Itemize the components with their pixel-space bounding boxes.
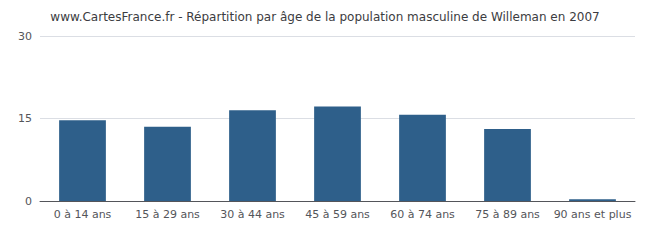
svg-text:60 à 74 ans: 60 à 74 ans [390,208,455,221]
svg-text:0: 0 [25,195,32,208]
svg-text:30 à 44 ans: 30 à 44 ans [220,208,285,221]
svg-text:75 à 89 ans: 75 à 89 ans [475,208,540,221]
svg-text:45 à 59 ans: 45 à 59 ans [305,208,370,221]
svg-text:0 à 14 ans: 0 à 14 ans [54,208,112,221]
svg-text:90 ans et plus: 90 ans et plus [554,208,632,221]
svg-text:15 à 29 ans: 15 à 29 ans [135,208,200,221]
svg-text:30: 30 [18,30,32,43]
svg-text:www.CartesFrance.fr - Répartit: www.CartesFrance.fr - Répartition par âg… [50,10,599,24]
svg-text:15: 15 [18,112,32,125]
